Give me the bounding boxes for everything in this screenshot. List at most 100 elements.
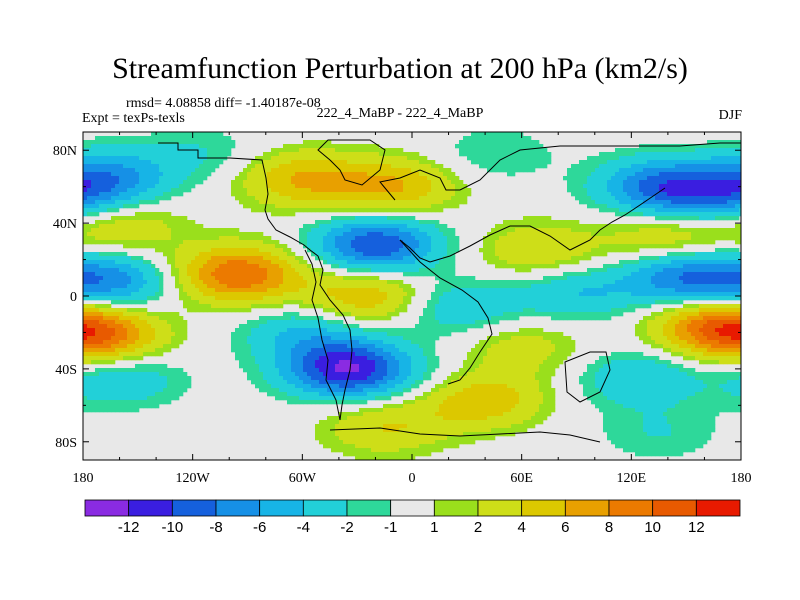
field-cell bbox=[343, 156, 348, 161]
field-cell bbox=[303, 292, 308, 297]
field-cell bbox=[631, 160, 636, 165]
field-cell bbox=[239, 260, 244, 265]
field-cell bbox=[275, 264, 280, 269]
field-cell bbox=[335, 256, 340, 261]
field-cell bbox=[519, 240, 524, 245]
field-cell bbox=[263, 164, 268, 169]
field-cell bbox=[707, 284, 712, 289]
field-cell bbox=[183, 224, 188, 229]
field-cell bbox=[495, 244, 500, 249]
field-cell bbox=[619, 192, 624, 197]
field-cell bbox=[495, 156, 500, 161]
field-cell bbox=[111, 276, 116, 281]
field-cell bbox=[351, 156, 356, 161]
field-cell bbox=[423, 184, 428, 189]
field-cell bbox=[227, 252, 232, 257]
field-cell bbox=[651, 164, 656, 169]
field-cell bbox=[527, 240, 532, 245]
field-cell bbox=[351, 148, 356, 153]
field-cell bbox=[483, 244, 488, 249]
field-cell bbox=[443, 280, 448, 285]
field-cell bbox=[739, 196, 741, 201]
field-cell bbox=[267, 264, 272, 269]
field-cell bbox=[635, 196, 640, 201]
field-cell bbox=[731, 144, 736, 149]
field-cell bbox=[715, 204, 720, 209]
field-cell bbox=[619, 264, 624, 269]
field-cell bbox=[707, 200, 712, 205]
field-cell bbox=[99, 156, 104, 161]
field-cell bbox=[111, 156, 116, 161]
field-cell bbox=[723, 260, 728, 265]
field-cell bbox=[167, 160, 172, 165]
field-cell bbox=[415, 164, 420, 169]
field-cell bbox=[343, 168, 348, 173]
field-cell bbox=[155, 196, 160, 201]
field-cell bbox=[679, 256, 684, 261]
field-cell bbox=[403, 192, 408, 197]
field-cell bbox=[123, 292, 128, 297]
field-cell bbox=[423, 240, 428, 245]
field-cell bbox=[643, 168, 648, 173]
field-cell bbox=[667, 236, 672, 241]
field-cell bbox=[83, 292, 88, 297]
field-cell bbox=[627, 156, 632, 161]
field-cell bbox=[543, 232, 548, 237]
field-cell bbox=[671, 224, 676, 229]
field-cell bbox=[591, 240, 596, 245]
field-cell bbox=[659, 172, 664, 177]
field-cell bbox=[163, 220, 168, 225]
field-cell bbox=[375, 164, 380, 169]
field-cell bbox=[119, 200, 124, 205]
field-cell bbox=[307, 196, 312, 201]
field-cell bbox=[703, 212, 708, 217]
field-cell bbox=[475, 152, 480, 157]
field-cell bbox=[683, 276, 688, 281]
field-cell bbox=[515, 152, 520, 157]
field-cell bbox=[735, 264, 740, 269]
field-cell bbox=[103, 172, 108, 177]
field-cell bbox=[627, 288, 632, 293]
field-cell bbox=[359, 172, 364, 177]
field-cell bbox=[551, 260, 556, 265]
field-cell bbox=[611, 160, 616, 165]
field-cell bbox=[655, 204, 660, 209]
field-cell bbox=[423, 272, 428, 277]
field-cell bbox=[615, 292, 620, 297]
field-cell bbox=[231, 272, 236, 277]
field-cell bbox=[283, 168, 288, 173]
field-cell bbox=[403, 268, 408, 273]
field-cell bbox=[255, 284, 260, 289]
field-cell bbox=[503, 280, 508, 285]
field-cell bbox=[199, 276, 204, 281]
field-cell bbox=[315, 148, 320, 153]
field-cell bbox=[515, 252, 520, 257]
field-cell bbox=[699, 164, 704, 169]
field-cell bbox=[235, 196, 240, 201]
field-cell bbox=[735, 232, 740, 237]
field-cell bbox=[187, 280, 192, 285]
field-cell bbox=[375, 192, 380, 197]
field-cell bbox=[563, 288, 568, 293]
field-cell bbox=[627, 228, 632, 233]
field-cell bbox=[227, 228, 232, 233]
field-cell bbox=[379, 264, 384, 269]
field-cell bbox=[135, 280, 140, 285]
field-cell bbox=[431, 188, 436, 193]
field-cell bbox=[203, 288, 208, 293]
field-cell bbox=[643, 204, 648, 209]
field-cell bbox=[415, 236, 420, 241]
field-cell bbox=[187, 284, 192, 289]
field-cell bbox=[547, 260, 552, 265]
field-cell bbox=[675, 160, 680, 165]
field-cell bbox=[595, 272, 600, 277]
field-cell bbox=[351, 208, 356, 213]
field-cell bbox=[395, 184, 400, 189]
field-cell bbox=[615, 200, 620, 205]
field-cell bbox=[191, 176, 196, 181]
field-cell bbox=[271, 252, 276, 257]
field-cell bbox=[211, 292, 216, 297]
field-cell bbox=[299, 280, 304, 285]
field-cell bbox=[395, 292, 400, 297]
field-cell bbox=[119, 252, 124, 257]
